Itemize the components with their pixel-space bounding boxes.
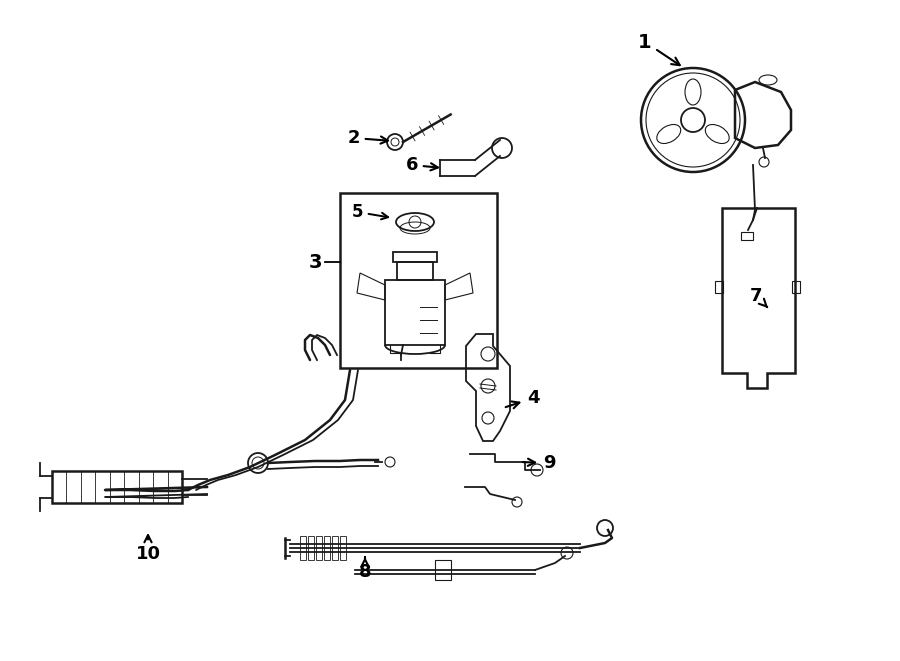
Text: 9: 9: [523, 454, 555, 472]
Bar: [52, 471, 182, 503]
Bar: [308, 536, 314, 560]
Bar: [340, 193, 497, 368]
Bar: [385, 280, 445, 345]
Text: 4: 4: [506, 389, 539, 408]
Bar: [300, 536, 306, 560]
Bar: [316, 536, 322, 560]
Bar: [332, 536, 338, 560]
Bar: [340, 536, 346, 560]
Text: 3: 3: [308, 253, 322, 272]
Text: 6: 6: [406, 156, 438, 174]
Bar: [397, 262, 433, 280]
Bar: [715, 281, 723, 293]
Text: 1: 1: [638, 32, 680, 65]
Text: 10: 10: [136, 535, 160, 563]
Text: 2: 2: [347, 129, 388, 147]
Bar: [741, 232, 753, 240]
Bar: [393, 252, 437, 262]
Bar: [435, 560, 451, 580]
Text: 5: 5: [352, 203, 388, 221]
Bar: [324, 536, 330, 560]
Text: 7: 7: [750, 287, 768, 307]
Bar: [792, 281, 800, 293]
Text: 8: 8: [359, 557, 372, 581]
